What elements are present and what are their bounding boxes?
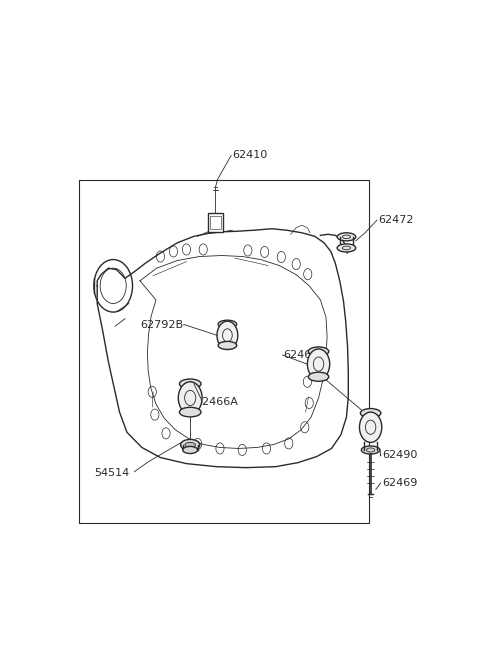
Ellipse shape: [337, 244, 356, 252]
Ellipse shape: [185, 442, 195, 447]
Circle shape: [307, 349, 330, 379]
Text: 62466A: 62466A: [195, 397, 238, 407]
Bar: [79, 180, 369, 523]
Text: 54514: 54514: [95, 468, 130, 478]
Circle shape: [217, 321, 238, 350]
Ellipse shape: [337, 233, 356, 241]
Text: 62490: 62490: [382, 450, 417, 460]
Text: 62410: 62410: [232, 150, 267, 161]
Ellipse shape: [180, 379, 201, 388]
Text: 62466A: 62466A: [283, 350, 326, 360]
Ellipse shape: [180, 440, 200, 451]
Text: 62469: 62469: [382, 478, 417, 488]
Ellipse shape: [360, 409, 381, 418]
Circle shape: [178, 382, 202, 414]
Ellipse shape: [180, 407, 201, 417]
Bar: [208, 213, 223, 232]
Circle shape: [360, 412, 382, 442]
Ellipse shape: [183, 447, 198, 453]
Text: 62472: 62472: [378, 215, 414, 225]
Text: 62792B: 62792B: [140, 319, 183, 330]
Ellipse shape: [361, 446, 380, 454]
Ellipse shape: [218, 341, 237, 350]
Ellipse shape: [308, 372, 329, 381]
Bar: [210, 216, 221, 229]
Ellipse shape: [308, 347, 329, 356]
Ellipse shape: [218, 320, 237, 328]
